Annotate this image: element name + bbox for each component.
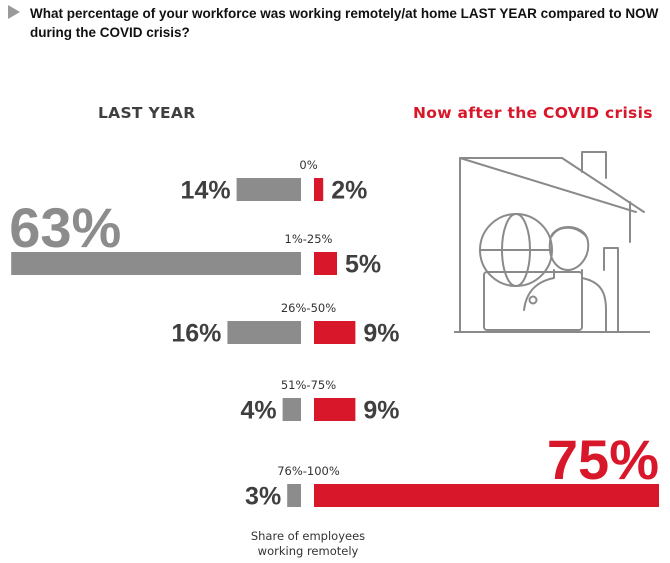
axis-caption-line-1: Share of employees [250, 529, 366, 543]
now-bar-3 [314, 398, 356, 421]
last-year-bar-3 [282, 398, 301, 421]
last-year-value-2: 16% [171, 320, 221, 348]
chimney-icon [581, 151, 607, 179]
now-bar-2 [314, 321, 356, 344]
now-bar-0 [314, 178, 324, 201]
axis-caption-line-2: working remotely [257, 544, 359, 558]
chair-icon [603, 247, 619, 333]
category-label-0: 0% [299, 158, 317, 172]
last-year-value-1: 63% [9, 196, 121, 259]
now-value-4: 75% [547, 428, 659, 491]
last-year-bar-0 [236, 178, 301, 201]
now-covid-label: Now after the COVID crisis [413, 104, 653, 122]
axis-caption: Share of employees working remotely [228, 529, 388, 559]
last-year-bar-4 [287, 484, 301, 507]
now-value-0: 2% [331, 177, 367, 205]
now-value-2: 9% [363, 320, 399, 348]
now-value-1: 5% [345, 251, 381, 279]
question-title: What percentage of your workforce was wo… [30, 6, 659, 40]
category-label-2: 26%-50% [281, 301, 336, 315]
last-year-bar-1 [11, 252, 301, 275]
now-bar-1 [314, 252, 337, 275]
category-label-1: 1%-25% [285, 232, 333, 246]
now-bar-4 [314, 484, 659, 507]
last-year-bar-2 [227, 321, 301, 344]
play-triangle-icon [8, 5, 20, 19]
last-year-value-3: 4% [240, 397, 276, 425]
remote-worker-illustration [454, 151, 650, 333]
category-label-3: 51%-75% [281, 378, 336, 392]
last-year-value-0: 14% [181, 177, 231, 205]
category-label-4: 76%-100% [277, 464, 340, 478]
now-value-3: 9% [363, 397, 399, 425]
laptop-icon [483, 271, 583, 331]
last-year-label: LAST YEAR [98, 104, 196, 122]
last-year-value-4: 3% [245, 483, 281, 511]
house-outline-icon [459, 157, 645, 333]
question-row: What percentage of your workforce was wo… [8, 4, 664, 42]
